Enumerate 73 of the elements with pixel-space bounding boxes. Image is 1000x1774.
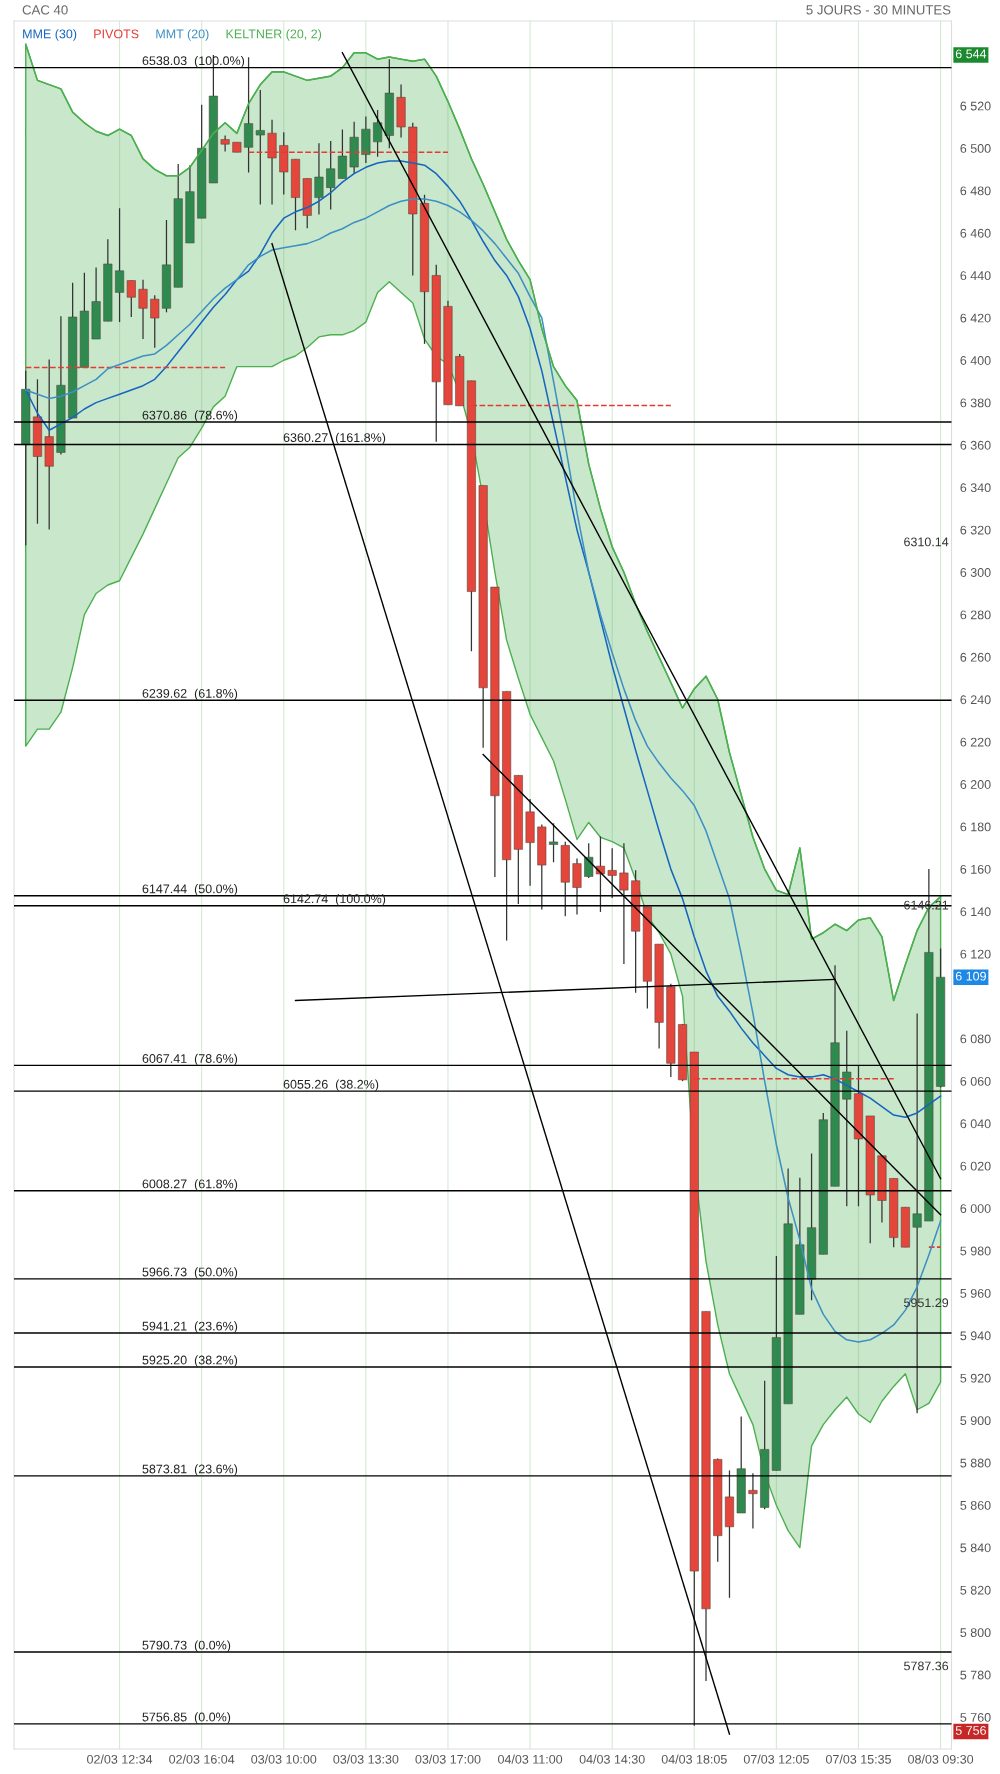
ref-line-label: 6008.27 (61.8%)	[142, 1179, 238, 1191]
y-tick-label: 5 840	[960, 1543, 991, 1553]
y-tick-label: 6 180	[960, 822, 991, 832]
y-tick-label: 6 520	[960, 101, 991, 111]
y-tick-label: 6 120	[960, 949, 991, 959]
annotation: 6 544	[955, 49, 987, 59]
ref-line-label: 6239.62 (61.8%)	[142, 688, 238, 701]
x-tick-label: 04/03 14:30	[579, 1754, 645, 1764]
y-tick-label: 5 960	[960, 1288, 991, 1298]
ref-line-label: 6360.27 (161.8%)	[283, 432, 386, 445]
y-tick-label: 6 420	[960, 313, 991, 323]
text: PIVOTS	[94, 29, 139, 39]
y-tick-label: 6 220	[960, 737, 991, 747]
y-tick-label: 6 040	[960, 1119, 991, 1129]
y-tick-label: 6 020	[960, 1161, 991, 1171]
y-tick-label: 6 360	[960, 440, 991, 450]
annotation: 6 109	[955, 971, 986, 981]
y-tick-label: 5 820	[960, 1585, 991, 1595]
text: MME (30)	[23, 29, 77, 41]
ref-line-label: 5873.81 (23.6%)	[142, 1464, 238, 1476]
y-tick-label: 6 460	[960, 228, 991, 238]
annotation: 6310.14	[904, 537, 949, 547]
annotation: 5787.36	[904, 1661, 949, 1671]
y-tick-label: 5 780	[960, 1670, 991, 1680]
text: KELTNER (20, 2)	[226, 29, 322, 41]
x-tick-label: 02/03 16:04	[169, 1754, 235, 1764]
x-tick-label: 04/03 18:05	[661, 1754, 727, 1764]
y-tick-label: 6 280	[960, 610, 991, 620]
ref-line-label: 5756.85 (0.0%)	[142, 1712, 231, 1724]
y-tick-label: 6 240	[960, 695, 991, 705]
ref-line-label: 5925.20 (38.2%)	[142, 1355, 238, 1367]
y-tick-label: 6 000	[960, 1204, 991, 1213]
ref-line-label: 6147.44 (50.0%)	[142, 884, 238, 896]
y-tick-label: 5 900	[960, 1416, 991, 1426]
y-tick-label: 6 200	[960, 780, 991, 789]
y-tick-label: 5 860	[960, 1500, 991, 1510]
y-tick-label: 5 880	[960, 1458, 991, 1468]
y-tick-label: 5 940	[960, 1331, 991, 1341]
y-tick-label: 5 980	[960, 1246, 991, 1256]
ref-line-label: 6067.41 (78.6%)	[142, 1053, 238, 1066]
y-tick-label: 5 800	[960, 1628, 991, 1638]
y-tick-label: 6 300	[960, 568, 991, 577]
y-tick-label: 6 080	[960, 1034, 991, 1044]
y-tick-label: 6 400	[960, 356, 991, 365]
y-tick-label: 6 160	[960, 864, 991, 874]
y-tick-label: 6 440	[960, 271, 991, 281]
x-tick-label: 02/03 12:34	[87, 1754, 153, 1764]
x-tick-label: 03/03 13:30	[333, 1754, 399, 1764]
x-tick-label: 04/03 11:00	[498, 1754, 563, 1764]
y-tick-label: 6 380	[960, 398, 991, 408]
ref-line-label: 5941.21 (23.6%)	[142, 1321, 238, 1333]
text: MMT (20)	[156, 29, 209, 41]
y-tick-label: 6 500	[960, 144, 991, 153]
y-tick-label: 6 060	[960, 1076, 991, 1086]
x-tick-label: 03/03 17:00	[415, 1754, 481, 1764]
y-tick-label: 6 320	[960, 525, 991, 535]
y-tick-label: 6 260	[960, 652, 991, 662]
x-tick-label: 07/03 15:35	[825, 1754, 891, 1764]
y-tick-label: 6 480	[960, 186, 991, 196]
chart-title: CAC 40	[22, 5, 68, 15]
text: 5 756	[955, 1726, 986, 1735]
chart-subtitle: 5 JOURS - 30 MINUTES	[806, 5, 951, 15]
y-tick-label: 5 760	[960, 1713, 991, 1722]
x-tick-label: 03/03 10:00	[251, 1754, 317, 1764]
y-tick-label: 6 140	[960, 907, 991, 917]
y-tick-label: 5 920	[960, 1373, 991, 1383]
x-tick-label: 07/03 12:05	[743, 1754, 809, 1764]
ref-line-label: 6142.74 (100.0%)	[283, 894, 386, 906]
x-tick-label: 08/03 09:30	[908, 1754, 974, 1764]
ref-line-label: 5966.73 (50.0%)	[142, 1267, 238, 1279]
ref-line-label: 6055.26 (38.2%)	[283, 1079, 379, 1092]
y-tick-label: 6 340	[960, 483, 991, 493]
ref-line-label: 5790.73 (0.0%)	[142, 1640, 231, 1653]
